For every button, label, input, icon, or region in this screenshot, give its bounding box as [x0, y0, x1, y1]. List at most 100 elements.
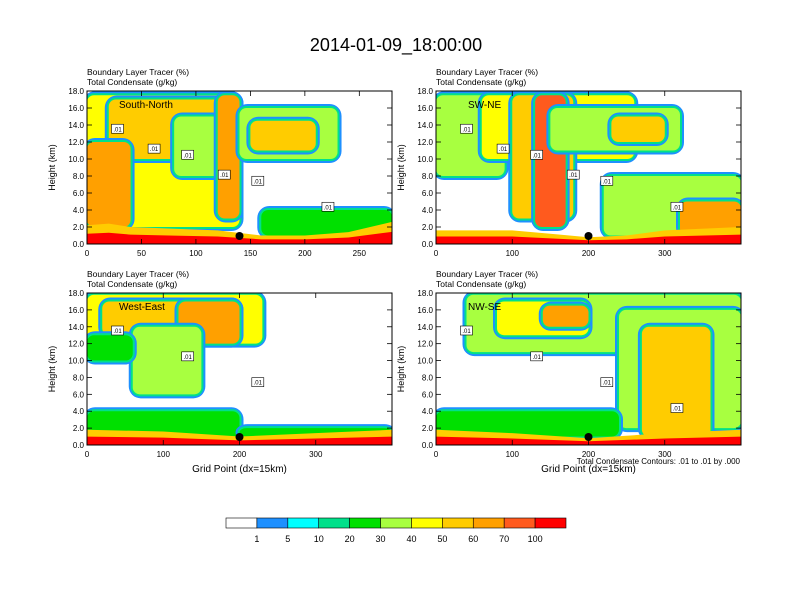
location-marker — [235, 232, 244, 240]
contour-label: .01 — [183, 355, 192, 361]
x-tick-label: 0 — [434, 249, 439, 258]
panel-title-line: Total Condensate (g/kg) — [87, 279, 177, 289]
legend-swatch — [380, 517, 412, 529]
x-tick-label: 150 — [244, 249, 258, 258]
y-tick-label: 2.0 — [73, 424, 85, 433]
y-tick-label: 12.0 — [68, 138, 84, 147]
y-tick-label: 10.0 — [417, 155, 433, 164]
y-tick-label: 0.0 — [73, 240, 85, 249]
legend-label: 70 — [499, 534, 509, 544]
x-tick-label: 0 — [85, 249, 90, 258]
cloud-region — [611, 116, 665, 142]
contour-footnote: Total Condensate Contours: .01 to .01 by… — [577, 457, 741, 466]
contour-label: .01 — [113, 127, 122, 133]
contour-label: .01 — [569, 173, 578, 179]
surface-core — [87, 231, 392, 244]
colorbar-legend: 1 5 10 20 30 40 50 60 70 100 — [225, 517, 567, 544]
contour-label-box — [670, 201, 684, 212]
contour-label-box — [460, 123, 473, 134]
x-tick-label: 100 — [157, 450, 171, 459]
legend-swatch — [472, 517, 505, 529]
legend-swatch — [287, 517, 320, 529]
y-tick-label: 2.0 — [422, 424, 434, 433]
contour-label-box — [496, 143, 510, 154]
y-tick-label: 12.0 — [417, 340, 433, 349]
cloud-region — [250, 120, 316, 151]
legend-swatch — [225, 517, 258, 529]
legend-label: 1 — [254, 534, 259, 544]
panel-nw-se: 0.0 2.0 4.0 6.0 8.0 10.0 12.0 14.0 16.0 18.0 0 100 2… — [396, 269, 742, 475]
contour-label: .01 — [673, 407, 682, 413]
x-tick-label: 100 — [189, 249, 203, 258]
contour-label: .01 — [532, 355, 541, 361]
y-tick-label: 16.0 — [417, 104, 433, 113]
panel-south-north: 0.0 2.0 4.0 6.0 8.0 10.0 12.0 14.0 16.0 18.0 0 50 10… — [47, 67, 393, 258]
legend-label: 10 — [314, 534, 324, 544]
legend-swatch — [256, 517, 289, 529]
legend-swatch — [349, 517, 381, 529]
y-tick-label: 8.0 — [73, 373, 85, 382]
x-tick-label: 200 — [233, 450, 247, 459]
contour-label: .01 — [150, 147, 159, 153]
panels: 0.0 2.0 4.0 6.0 8.0 10.0 12.0 14.0 16.0 18.0 0 50 10… — [47, 67, 742, 475]
panel-west-east: 0.0 2.0 4.0 6.0 8.0 10.0 12.0 14.0 16.0 18.0 0 100 2… — [47, 269, 393, 475]
x-tick-label: 200 — [582, 450, 596, 459]
cloud-region — [132, 326, 202, 395]
y-tick-label: 18.0 — [417, 289, 433, 298]
contour-label-box — [566, 169, 580, 180]
x-axis-label: Grid Point (dx=15km) — [541, 464, 636, 475]
cloud-region — [87, 142, 131, 227]
contour-label: .01 — [673, 205, 682, 211]
plot-area — [87, 293, 392, 445]
location-marker — [584, 433, 593, 441]
y-axis-label: Height (km) — [47, 346, 57, 393]
y-tick-label: 16.0 — [68, 306, 84, 315]
y-tick-label: 6.0 — [422, 390, 434, 399]
panel-title-line: Boundary Layer Tracer (%) — [87, 67, 189, 77]
x-tick-label: 0 — [434, 450, 439, 459]
cloud-region — [261, 210, 392, 236]
y-tick-label: 2.0 — [422, 223, 434, 232]
contour-label-box — [111, 325, 124, 336]
y-tick-label: 4.0 — [73, 407, 85, 416]
y-axis-label: Height (km) — [396, 144, 406, 191]
contour-label: .01 — [183, 153, 192, 159]
panel-title-line: Total Condensate (g/kg) — [87, 77, 177, 87]
x-tick-label: 200 — [298, 249, 312, 258]
plot-area — [436, 293, 741, 445]
cloud-region — [217, 95, 240, 219]
panel-title-line: Boundary Layer Tracer (%) — [436, 269, 538, 279]
cross-section-label: South-North — [119, 100, 173, 111]
contour-label: .01 — [113, 329, 122, 335]
contour-label: .01 — [462, 329, 471, 335]
location-marker — [584, 232, 593, 240]
y-tick-label: 4.0 — [422, 407, 434, 416]
legend-label: 20 — [345, 534, 355, 544]
panel-sw-ne: 0.0 2.0 4.0 6.0 8.0 10.0 12.0 14.0 16.0 18.0 0 100 2… — [396, 67, 742, 258]
legend-label: 30 — [376, 534, 386, 544]
legend-label: 60 — [468, 534, 478, 544]
y-tick-label: 14.0 — [417, 121, 433, 130]
contour-label: .01 — [220, 173, 229, 179]
y-tick-label: 18.0 — [68, 289, 84, 298]
y-tick-label: 16.0 — [417, 306, 433, 315]
contour-label-box — [670, 403, 684, 413]
y-tick-label: 18.0 — [417, 87, 433, 96]
x-tick-label: 100 — [506, 249, 520, 258]
cross-section-label: SW-NE — [468, 100, 501, 111]
x-tick-label: 300 — [658, 249, 672, 258]
y-axis-label: Height (km) — [47, 144, 57, 191]
y-tick-label: 0.0 — [422, 441, 434, 450]
y-tick-label: 10.0 — [68, 155, 84, 164]
y-tick-label: 8.0 — [73, 172, 85, 181]
panel-title-line: Boundary Layer Tracer (%) — [87, 269, 189, 279]
y-tick-label: 10.0 — [68, 357, 84, 366]
cloud-region — [680, 201, 741, 236]
contour-label: .01 — [254, 381, 263, 387]
legend-label: 40 — [406, 534, 416, 544]
contour-label: .01 — [603, 179, 612, 185]
y-tick-label: 4.0 — [73, 206, 85, 215]
y-tick-label: 12.0 — [68, 340, 84, 349]
legend-swatch — [503, 517, 536, 529]
